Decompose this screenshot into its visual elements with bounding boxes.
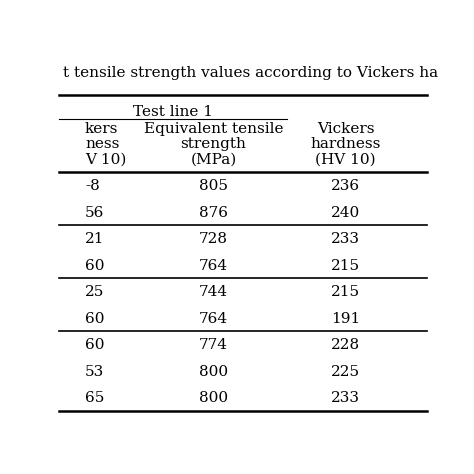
Text: 233: 233 [331,232,360,246]
Text: (HV 10): (HV 10) [316,153,376,166]
Text: ness: ness [85,137,119,151]
Text: 215: 215 [331,285,360,299]
Text: 60: 60 [85,338,104,352]
Text: 728: 728 [199,232,228,246]
Text: Vickers: Vickers [317,122,374,136]
Text: 60: 60 [85,259,104,273]
Text: 236: 236 [331,179,360,193]
Text: V 10): V 10) [85,153,127,166]
Text: kers: kers [85,122,118,136]
Text: 800: 800 [199,365,228,379]
Text: Test line 1: Test line 1 [133,105,213,119]
Text: 225: 225 [331,365,360,379]
Text: 191: 191 [331,311,360,326]
Text: hardness: hardness [310,137,381,151]
Text: 233: 233 [331,391,360,405]
Text: 228: 228 [331,338,360,352]
Text: 774: 774 [199,338,228,352]
Text: 60: 60 [85,311,104,326]
Text: Equivalent tensile: Equivalent tensile [144,122,283,136]
Text: (MPa): (MPa) [191,153,237,166]
Text: 805: 805 [199,179,228,193]
Text: t tensile strength values according to Vickers ha: t tensile strength values according to V… [63,66,438,80]
Text: 800: 800 [199,391,228,405]
Text: 744: 744 [199,285,228,299]
Text: 240: 240 [331,206,360,219]
Text: 21: 21 [85,232,104,246]
Text: 56: 56 [85,206,104,219]
Text: 876: 876 [199,206,228,219]
Text: 764: 764 [199,259,228,273]
Text: 65: 65 [85,391,104,405]
Text: 764: 764 [199,311,228,326]
Text: strength: strength [181,137,246,151]
Text: 25: 25 [85,285,104,299]
Text: 215: 215 [331,259,360,273]
Text: -8: -8 [85,179,100,193]
Text: 53: 53 [85,365,104,379]
